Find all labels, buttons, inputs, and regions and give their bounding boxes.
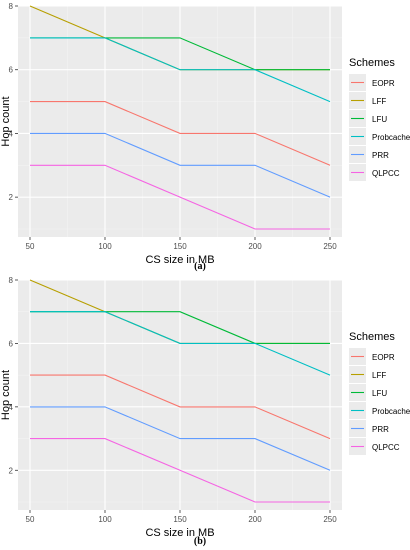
- legend-label: LFF: [372, 371, 386, 380]
- x-tick-label: 50: [26, 515, 35, 524]
- series-line-qlpcc: [30, 438, 330, 503]
- legend-label: LFF: [372, 97, 386, 106]
- series-line-probcache: [30, 311, 331, 376]
- y-tick-label: 6: [9, 339, 14, 348]
- y-axis-title: Hop count: [0, 96, 12, 146]
- x-tick-label: 50: [26, 242, 35, 251]
- x-tick-label: 100: [98, 515, 112, 524]
- series-line-prr: [30, 132, 331, 198]
- y-tick-label: 8: [9, 2, 14, 11]
- x-axis-title: CS size in MB: [145, 527, 214, 539]
- legend-item-probcache: Probcache: [349, 402, 410, 419]
- y-tick-label: 2: [9, 193, 14, 202]
- series-line-eopr: [30, 374, 331, 440]
- legend-item-lfu: LFU: [349, 384, 387, 401]
- series-line-prr: [30, 406, 331, 471]
- legend-title: Schemes: [349, 57, 395, 69]
- y-tick-label: 4: [9, 403, 14, 412]
- y-tick-label: 8: [9, 276, 14, 285]
- series-line-eopr: [30, 101, 331, 166]
- legend-item-probcache: Probcache: [349, 128, 410, 145]
- series-line-qlpcc: [30, 164, 330, 230]
- y-axis-title: Hop count: [0, 370, 12, 420]
- chart-panel-a: 2 4 6 8 50 100 150 200 250 CS size in MB Hop count…: [0, 2, 410, 272]
- legend-item-lfu: LFU: [349, 110, 387, 127]
- y-tick-label: 4: [9, 129, 14, 138]
- x-axis-title: CS size in MB: [145, 254, 214, 266]
- legend-item-qlpcc: QLPCC: [349, 438, 400, 455]
- x-tick-label: 200: [248, 242, 262, 251]
- legend-label: EOPR: [372, 353, 395, 362]
- legend: Schemes EOPR LFF LFU Probcache PRR QLPCC: [349, 57, 410, 181]
- y-tick-label: 2: [9, 466, 14, 475]
- x-tick-label: 200: [248, 515, 262, 524]
- y-tick-label: 6: [9, 66, 14, 75]
- chart-panel-b: 2 4 6 8 50 100 150 200 250 CS size in MB Hop count…: [0, 276, 410, 547]
- legend-item-lff: LFF: [349, 92, 386, 109]
- figure-caption: (a): [194, 261, 206, 272]
- legend: Schemes EOPR LFF LFU Probcache PRR QLPCC: [349, 331, 410, 455]
- legend-label: Probcache: [372, 133, 410, 142]
- legend-label: Probcache: [372, 407, 410, 416]
- x-tick-label: 250: [323, 242, 337, 251]
- legend-label: PRR: [372, 151, 389, 160]
- x-tick-label: 150: [173, 242, 187, 251]
- legend-label: LFU: [372, 389, 387, 398]
- legend-item-lff: LFF: [349, 366, 386, 383]
- x-tick-label: 150: [173, 515, 187, 524]
- legend-title: Schemes: [349, 331, 395, 343]
- legend-item-eopr: EOPR: [349, 74, 395, 91]
- x-tick-label: 100: [98, 242, 112, 251]
- x-tick-label: 250: [323, 515, 337, 524]
- legend-item-eopr: EOPR: [349, 348, 395, 365]
- legend-label: QLPCC: [372, 443, 400, 452]
- figure-caption: (b): [194, 536, 206, 547]
- legend-item-qlpcc: QLPCC: [349, 164, 400, 181]
- legend-label: QLPCC: [372, 169, 400, 178]
- legend-item-prr: PRR: [349, 420, 389, 437]
- legend-label: EOPR: [372, 79, 395, 88]
- legend-label: PRR: [372, 425, 389, 434]
- legend-item-prr: PRR: [349, 146, 389, 163]
- legend-label: LFU: [372, 115, 387, 124]
- series-line-probcache: [30, 37, 331, 103]
